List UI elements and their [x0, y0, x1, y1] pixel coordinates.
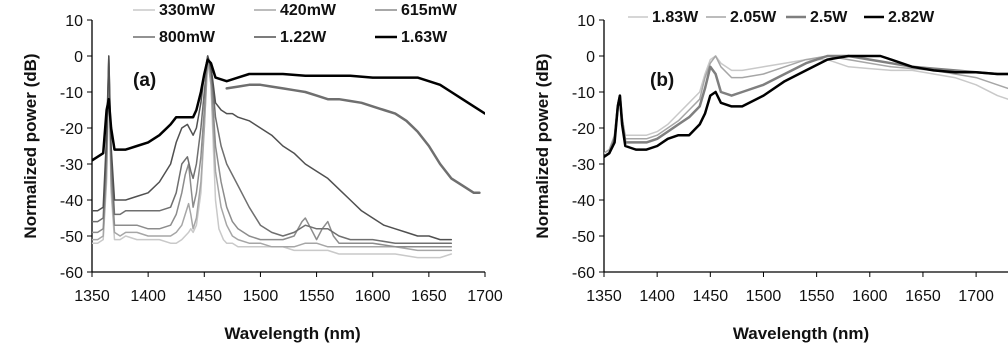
legend-label: 1.22W: [280, 29, 327, 46]
x-tick-label: 1600: [355, 288, 391, 305]
legend-label: 800mW: [159, 29, 216, 46]
x-tick-label: 1450: [693, 288, 729, 305]
series-line-615mw: [92, 55, 453, 248]
series-line-unlabeled-6: [225, 83, 481, 195]
y-tick-label: 10: [577, 13, 595, 30]
series-line-1.63w: [92, 58, 485, 162]
series-group: [92, 55, 485, 259]
x-tick-label: 1500: [746, 288, 782, 305]
series-line-1.22w: [92, 55, 453, 241]
y-axis-title: Normalized power (dB): [21, 53, 40, 238]
y-tick-label: -30: [572, 157, 595, 174]
x-tick-label: 1400: [130, 288, 166, 305]
legend-label: 2.82W: [888, 9, 935, 26]
y-tick-label: -60: [572, 265, 595, 282]
legend: 330mW 420mW 615mW 800mW 1.22W 1.63W: [133, 2, 458, 46]
y-tick-label: -60: [60, 265, 83, 282]
y-tick-label: -30: [60, 157, 83, 174]
legend-label: 1.63W: [401, 29, 448, 46]
legend: 1.83W 2.05W 2.5W 2.82W: [628, 9, 935, 26]
x-tick-label: 1350: [74, 288, 110, 305]
y-tick-label: 0: [74, 49, 83, 66]
x-tick-label: 1650: [905, 288, 941, 305]
x-tick-label: 1650: [411, 288, 447, 305]
legend-label: 420mW: [280, 2, 337, 19]
x-tick-label: 1600: [852, 288, 888, 305]
x-tick-label: 1550: [799, 288, 835, 305]
y-tick-label: -20: [60, 121, 83, 138]
x-tick-label: 1700: [958, 288, 994, 305]
legend-label: 2.5W: [810, 9, 848, 26]
x-tick-label: 1700: [467, 288, 503, 305]
chart-panel-a: 10 0 -10 -20 -30 -40 -50 -60 1350 1400 1450 1500 155…: [21, 2, 503, 343]
panel-label: (a): [133, 70, 156, 91]
legend-label: 615mW: [401, 2, 458, 19]
x-tick-label: 1550: [299, 288, 335, 305]
legend-label: 1.83W: [652, 9, 699, 26]
y-tick-label: -50: [60, 229, 83, 246]
series-line-2.82w: [604, 54, 1008, 159]
chart-panel-b: 10 0 -10 -20 -30 -40 -50 -60 1350 1400 1450 1500 155…: [533, 9, 1008, 343]
y-tick-label: -40: [572, 193, 595, 210]
y-tick-label: -40: [60, 193, 83, 210]
y-tick-label: -10: [60, 85, 83, 102]
y-tick-label: -20: [572, 121, 595, 138]
y-tick-label: -10: [572, 85, 595, 102]
legend-label: 2.05W: [730, 9, 777, 26]
x-tick-label: 1450: [186, 288, 222, 305]
x-tick-label: 1400: [639, 288, 675, 305]
y-tick-label: 0: [586, 49, 595, 66]
y-axis-title: Normalized power (dB): [533, 53, 552, 238]
x-tick-label: 1350: [586, 288, 622, 305]
legend-label: 330mW: [159, 2, 216, 19]
x-axis-title: Wavelength (nm): [733, 324, 869, 343]
y-tick-label: -50: [572, 229, 595, 246]
y-tick-label: 10: [65, 13, 83, 30]
series-group: [604, 54, 1008, 159]
x-axis-title: Wavelength (nm): [224, 324, 360, 343]
panel-label: (b): [650, 70, 674, 91]
x-tick-label: 1500: [243, 288, 279, 305]
